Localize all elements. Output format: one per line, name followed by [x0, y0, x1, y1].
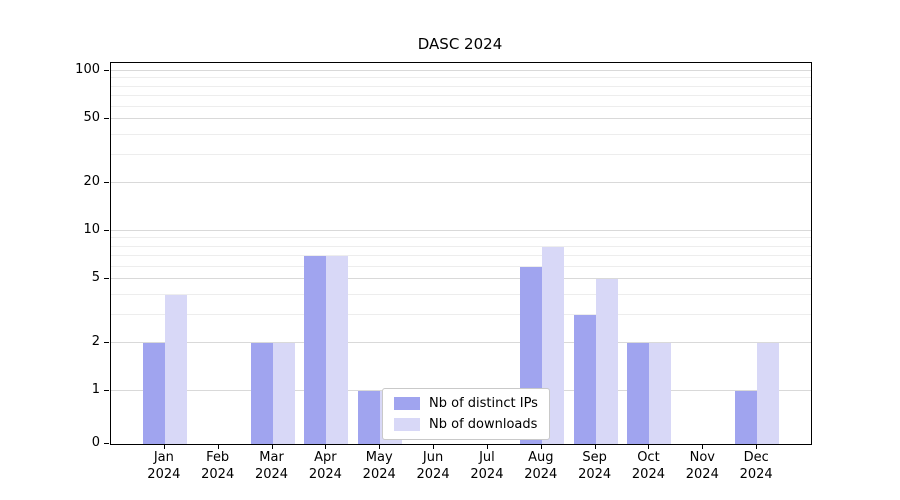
bar	[573, 314, 596, 444]
bar	[142, 342, 165, 444]
x-tick-year: 2024	[739, 466, 773, 482]
minor-gridline	[111, 293, 811, 295]
bar	[649, 342, 672, 444]
x-tick-year: 2024	[524, 466, 558, 482]
bar	[250, 342, 273, 444]
x-tick-year: 2024	[416, 466, 450, 482]
y-tick	[104, 443, 109, 444]
x-tick	[486, 444, 488, 449]
y-tick-label: 10	[83, 222, 100, 237]
x-tick-label: Jan 2024	[128, 450, 200, 484]
y-tick-label: 100	[75, 62, 100, 77]
legend-swatch	[394, 397, 420, 410]
x-tick	[433, 444, 435, 449]
legend-swatch	[394, 418, 420, 431]
bar	[735, 391, 758, 444]
major-gridline	[111, 181, 811, 183]
minor-gridline	[111, 77, 811, 79]
y-tick-label: 0	[91, 435, 100, 450]
x-tick	[540, 444, 542, 449]
major-gridline	[111, 118, 811, 120]
x-tick-label: Apr 2024	[289, 450, 361, 484]
x-tick-year: 2024	[201, 466, 235, 482]
major-gridline	[111, 278, 811, 280]
minor-gridline	[111, 237, 811, 239]
minor-gridline	[111, 153, 811, 155]
x-tick-year: 2024	[470, 466, 504, 482]
bar	[326, 255, 349, 444]
y-tick-label: 1	[91, 382, 100, 397]
x-tick	[217, 444, 219, 449]
y-tick	[104, 278, 109, 280]
minor-gridline	[111, 94, 811, 96]
legend-label: Nb of distinct IPs	[429, 396, 538, 411]
y-tick	[104, 118, 109, 120]
x-tick	[163, 444, 165, 449]
y-tick	[104, 341, 109, 343]
x-tick-year: 2024	[685, 466, 719, 482]
x-tick-year: 2024	[308, 466, 342, 482]
x-tick-year: 2024	[147, 466, 181, 482]
x-tick-year: 2024	[254, 466, 289, 482]
x-tick-label: Mar 2024	[236, 450, 308, 484]
major-gridline	[111, 341, 811, 343]
legend-item: Nb of downloads	[394, 417, 538, 432]
x-tick-label: Feb 2024	[182, 450, 254, 484]
x-tick-label: May 2024	[343, 450, 415, 484]
bar	[272, 342, 295, 444]
y-tick	[104, 70, 109, 71]
x-tick-year: 2024	[631, 466, 665, 482]
x-tick	[648, 444, 650, 449]
legend-item: Nb of distinct IPs	[394, 396, 538, 411]
minor-gridline	[111, 245, 811, 247]
major-gridline	[111, 230, 811, 231]
x-tick	[325, 444, 327, 449]
y-tick	[104, 230, 109, 231]
x-tick	[594, 444, 596, 449]
legend: Nb of distinct IPs Nb of downloads	[382, 388, 550, 440]
legend-label: Nb of downloads	[429, 417, 538, 432]
bar	[627, 342, 650, 444]
major-gridline	[111, 70, 811, 71]
minor-gridline	[111, 105, 811, 107]
bar	[304, 255, 327, 444]
x-tick-label: Dec 2024	[720, 450, 792, 484]
bar	[595, 279, 618, 444]
y-tick-label: 2	[91, 333, 100, 349]
minor-gridline	[111, 85, 811, 87]
x-tick-label: Oct 2024	[612, 450, 684, 484]
x-tick	[756, 444, 758, 449]
x-tick	[702, 444, 704, 449]
x-tick-year: 2024	[362, 466, 396, 482]
minor-gridline	[111, 265, 811, 267]
x-tick	[379, 444, 381, 449]
y-tick-label: 5	[91, 270, 100, 286]
x-tick-label: Jul 2024	[451, 450, 523, 484]
minor-gridline	[111, 254, 811, 256]
y-tick-label: 20	[83, 173, 100, 189]
x-tick-year: 2024	[578, 466, 612, 482]
bar	[164, 294, 187, 444]
y-tick	[104, 390, 109, 391]
x-tick	[271, 444, 273, 449]
x-tick-label: Sep 2024	[559, 450, 631, 484]
x-tick-label: Jun 2024	[397, 450, 469, 484]
y-tick	[104, 181, 109, 183]
x-tick-label: Aug 2024	[505, 450, 577, 484]
minor-gridline	[111, 133, 811, 135]
bar	[757, 342, 780, 444]
minor-gridline	[111, 313, 811, 315]
y-tick-label: 50	[83, 110, 100, 126]
chart-title: DASC 2024	[417, 35, 503, 53]
x-tick-label: Nov 2024	[666, 450, 738, 484]
bar	[358, 391, 381, 444]
